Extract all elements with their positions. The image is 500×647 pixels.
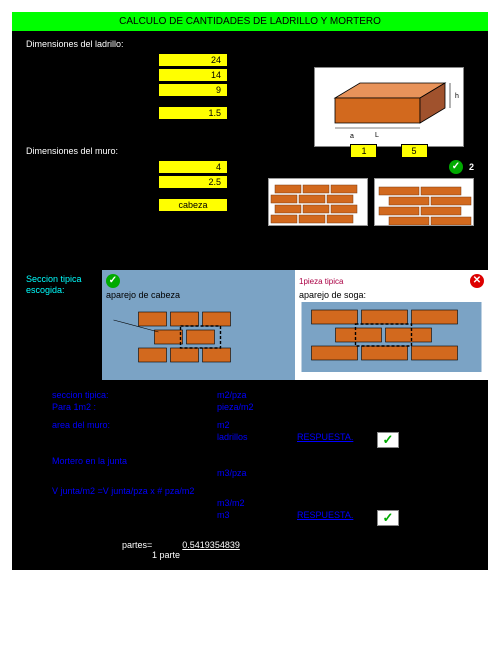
- mortero-label: Mortero en la junta: [52, 456, 217, 466]
- partes-sub: 1 parte: [152, 550, 180, 560]
- vjunta-formula: V junta/m2 =V junta/pza x # pza/m2: [52, 486, 312, 496]
- muro-H[interactable]: 2.5: [158, 175, 228, 189]
- wall-diagram-soga: [374, 178, 474, 226]
- ladrillo-H[interactable]: 9: [158, 83, 228, 97]
- seccion-soga-diagram: [299, 302, 484, 372]
- ladrillo-L[interactable]: 24: [158, 53, 228, 67]
- area-ladrillos-unit: ladrillos: [217, 432, 297, 448]
- ladrillo-A[interactable]: 14: [158, 68, 228, 82]
- para-1m2-unit: pieza/m2: [217, 402, 297, 412]
- seccion-soga-title: aparejo de soga:: [299, 288, 484, 302]
- muro-dims-label: Dimensiones del muro:: [12, 138, 488, 160]
- muro-L[interactable]: 4: [158, 160, 228, 174]
- area-m2-unit: m2: [217, 420, 297, 430]
- wall-diagram-cabeza: [268, 178, 368, 226]
- area-muro-label: area del muro:: [52, 420, 217, 430]
- muro-opt-2: 2: [469, 162, 474, 172]
- seccion-label: Seccion tipica escogida:: [26, 274, 82, 296]
- seccion-cabeza-panel: ✓ aparejo de cabeza: [102, 270, 295, 380]
- x-icon: ✕: [470, 274, 484, 288]
- respuesta-check-2: ✓: [377, 510, 399, 526]
- respuesta-label-2: RESPUESTA.: [297, 510, 377, 526]
- respuesta-label-1: RESPUESTA.: [297, 432, 377, 448]
- respuesta-check-1: ✓: [377, 432, 399, 448]
- seccion-cabeza-diagram: [106, 302, 291, 372]
- check-icon: ✓: [106, 274, 120, 288]
- check-icon: ✓: [449, 160, 463, 174]
- m3m2-unit: m3/m2: [217, 498, 297, 508]
- svg-text:h: h: [455, 93, 459, 100]
- partes-label: partes=: [122, 540, 152, 550]
- seccion-soga-panel: 1pieza tipica ✕ aparejo de soga:: [295, 270, 488, 380]
- partes-value: 0.5419354839: [182, 540, 240, 550]
- seccion-cabeza-title: aparejo de cabeza: [106, 288, 291, 302]
- m3pza-unit: m3/pza: [217, 468, 297, 478]
- pieza-tipica-label: 1pieza tipica: [299, 277, 343, 286]
- ladrillo-dims-label: Dimensiones del ladrillo:: [12, 31, 488, 53]
- brick-3d-diagram: L h a 1 5: [314, 67, 464, 147]
- m3-unit: m3: [217, 510, 297, 526]
- seccion-tipica-label: seccion tipica:: [52, 390, 217, 400]
- muro-aparejo[interactable]: cabeza: [158, 198, 228, 212]
- seccion-tipica-unit: m2/pza: [217, 390, 297, 400]
- para-1m2-label: Para 1m2 :: [52, 402, 217, 412]
- page-title: CALCULO DE CANTIDADES DE LADRILLO Y MORT…: [12, 12, 488, 31]
- ladrillo-junta[interactable]: 1.5: [158, 106, 228, 120]
